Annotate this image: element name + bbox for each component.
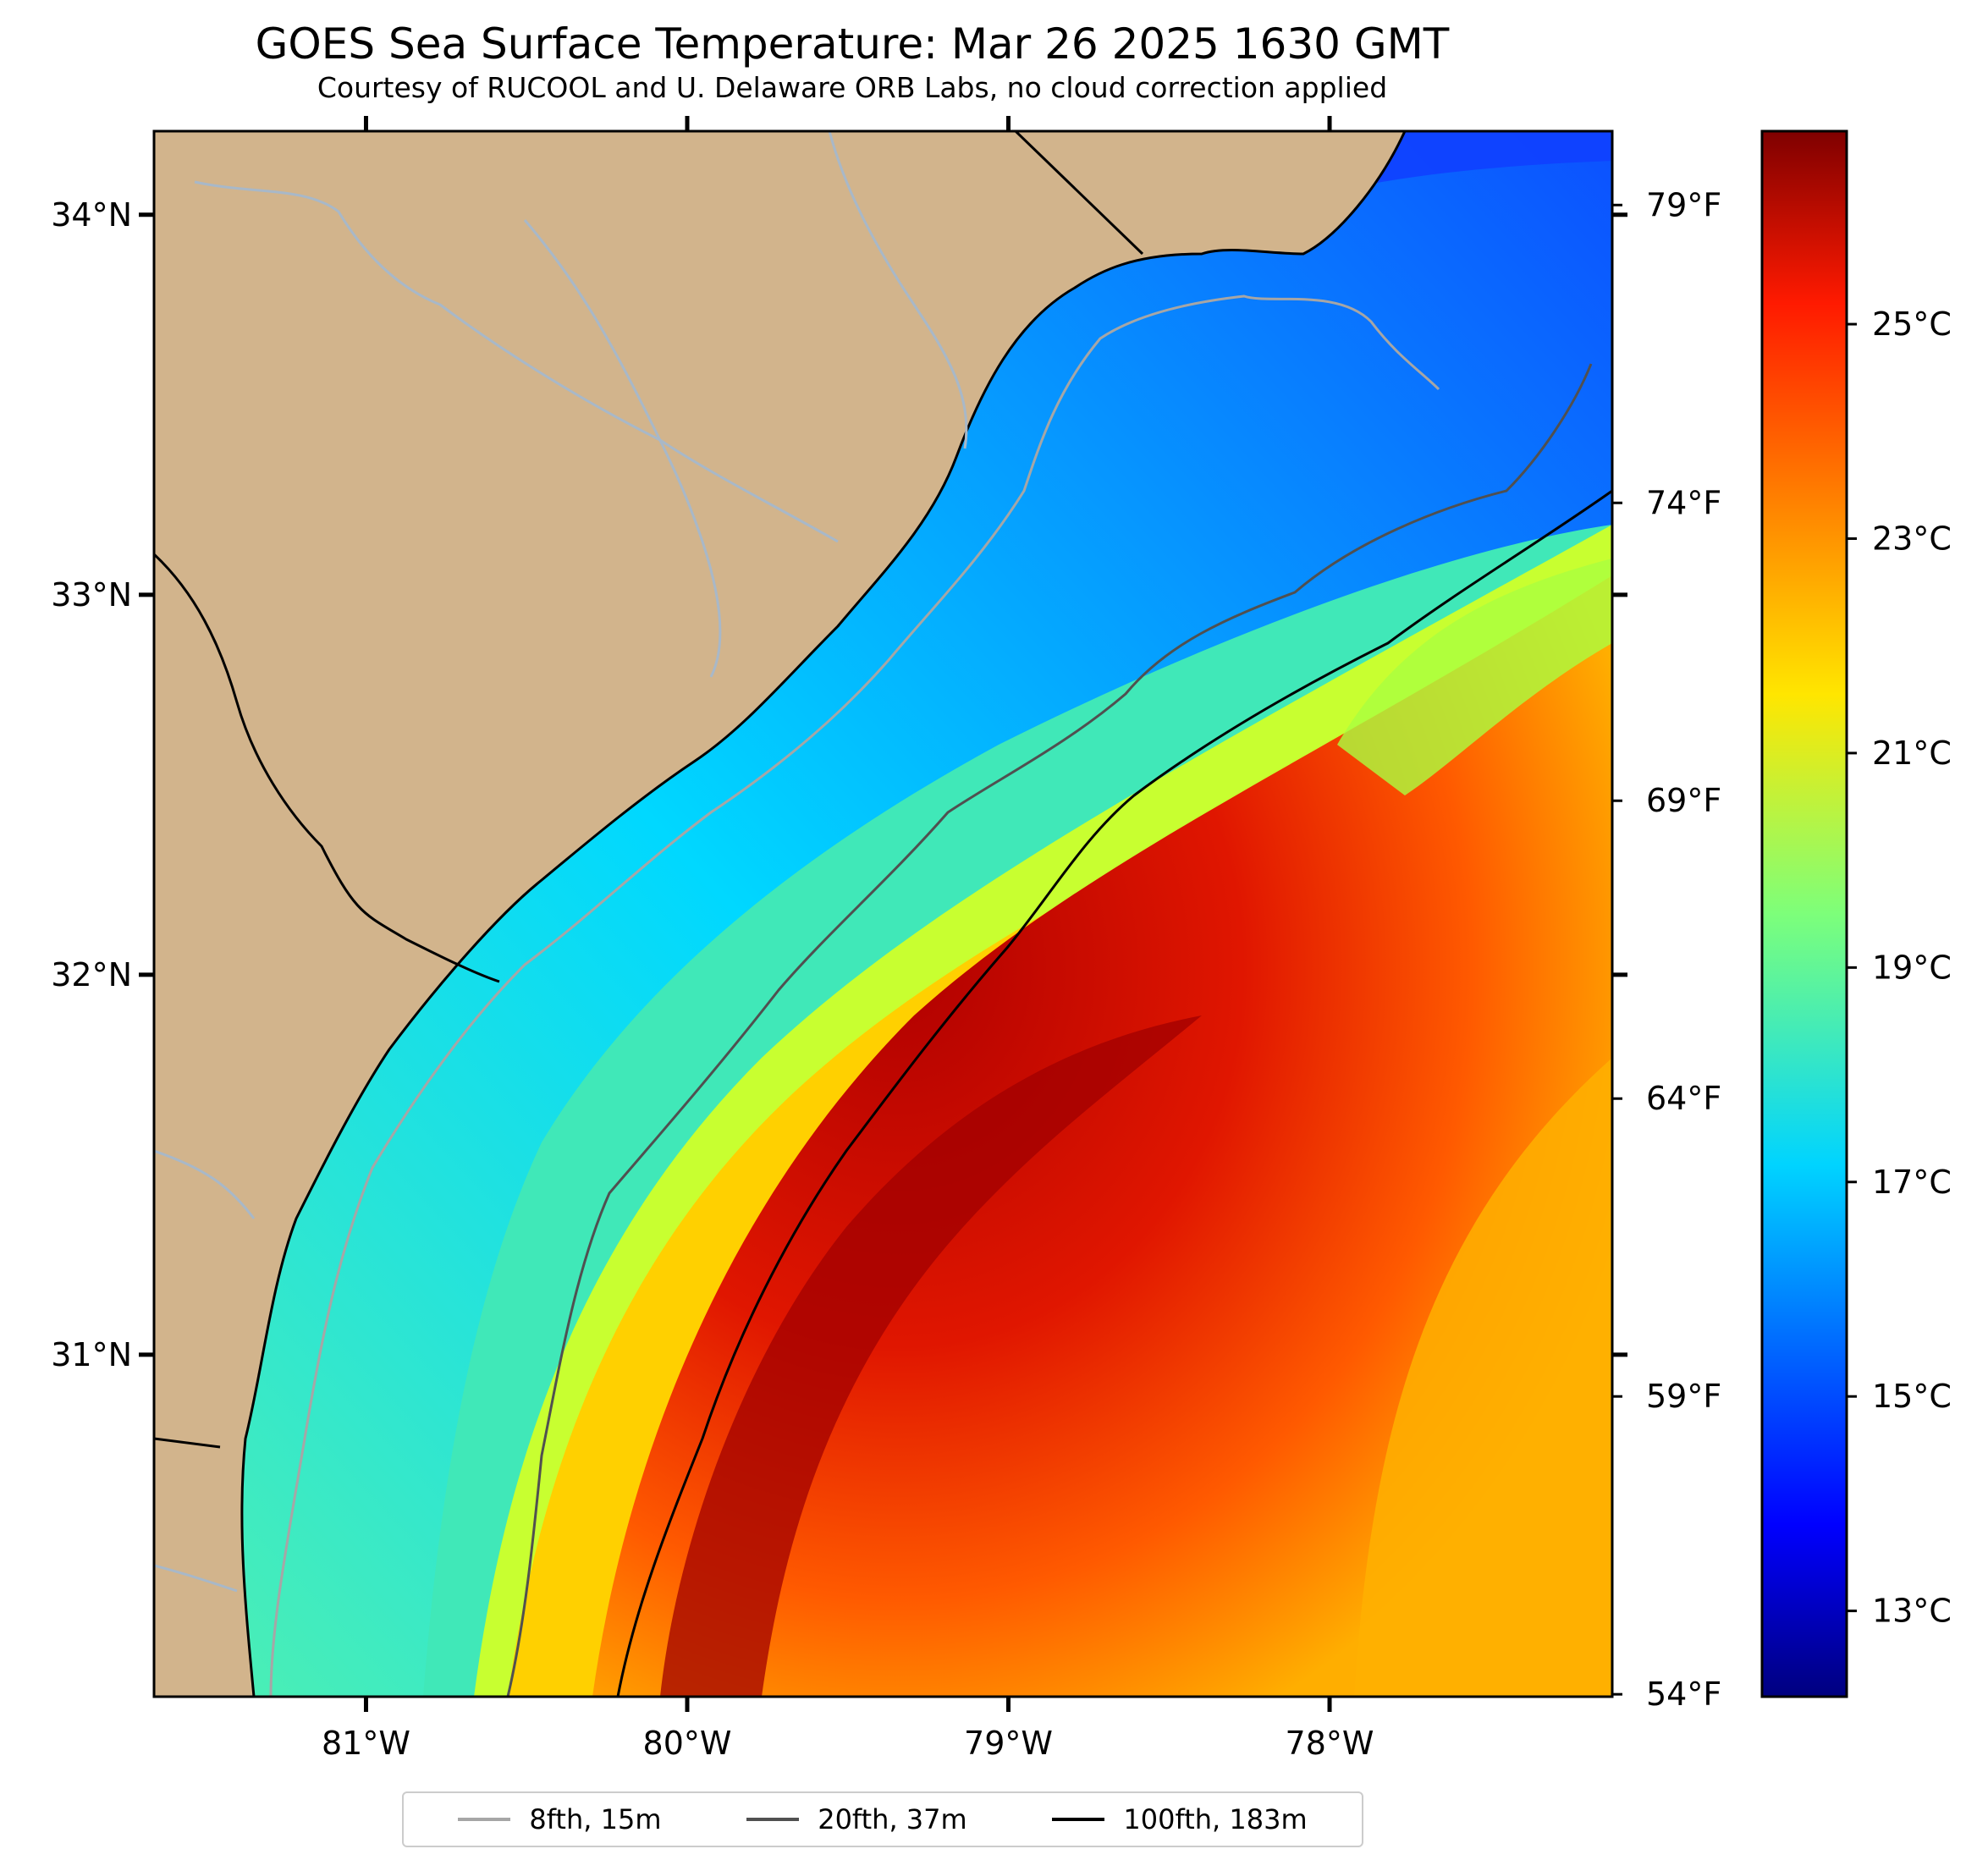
lon-tick-label-2: 79°W [964,1725,1053,1762]
f-tick-label-5: 54°F [1646,1676,1721,1713]
colorbar-tick-label-2: 21°C [1872,735,1952,772]
legend-label-100fth: 100fth, 183m [1123,1803,1308,1835]
legend-label-8fth: 8fth, 15m [529,1803,662,1835]
lon-tick-label-1: 80°W [643,1725,732,1762]
f-tick-label-1: 74°F [1646,484,1721,521]
colorbar-tick-label-4: 17°C [1872,1164,1952,1201]
legend-item-8fth: 8fth, 15m [458,1803,661,1835]
colorbar-axis: 25°C 23°C 21°C 19°C 17°C 15°C 13°C [1847,305,1952,1630]
f-tick-label-3: 64°F [1646,1080,1721,1117]
colorbar-tick-label-1: 23°C [1872,520,1952,558]
land [154,131,1407,1697]
fahrenheit-axis: 79°F 74°F 69°F 64°F 59°F 54°F [1612,186,1721,1713]
chart-title: GOES Sea Surface Temperature: Mar 26 202… [255,19,1450,69]
f-tick-label-2: 69°F [1646,782,1721,819]
legend-swatch-100fth [1052,1818,1105,1821]
legend-item-100fth: 100fth, 183m [1052,1803,1308,1835]
longitude-axis: 81°W 80°W 79°W 78°W [322,116,1374,1762]
colorbar-tick-label-6: 13°C [1872,1593,1952,1630]
lat-tick-label-0: 34°N [51,196,132,234]
colorbar-tick-label-5: 15°C [1872,1378,1952,1415]
legend-swatch-20fth [746,1818,800,1821]
lon-tick-label-0: 81°W [322,1725,410,1762]
lat-tick-label-3: 31°N [51,1336,132,1373]
isobaths [154,131,1612,1697]
plot-frame [152,129,1614,1698]
isobath-legend: 8fth, 15m 20fth, 37m 100fth, 183m [402,1791,1363,1847]
rivers [154,131,968,1593]
lat-tick-label-1: 33°N [51,576,132,614]
f-tick-label-0: 79°F [1646,186,1721,223]
lat-tick-label-2: 32°N [51,956,132,993]
colorbar [1760,129,1848,1698]
f-tick-label-4: 59°F [1646,1378,1721,1415]
colorbar-tick-label-0: 25°C [1872,305,1952,343]
lon-tick-label-3: 78°W [1286,1725,1374,1762]
legend-item-20fth: 20fth, 37m [746,1803,967,1835]
legend-label-20fth: 20fth, 37m [818,1803,967,1835]
colorbar-tick-label-3: 19°C [1872,949,1952,986]
legend-swatch-8fth [458,1818,511,1821]
latitude-axis: 34°N 33°N 32°N 31°N [51,196,1627,1373]
chart-subtitle: Courtesy of RUCOOL and U. Delaware ORB L… [317,71,1388,104]
